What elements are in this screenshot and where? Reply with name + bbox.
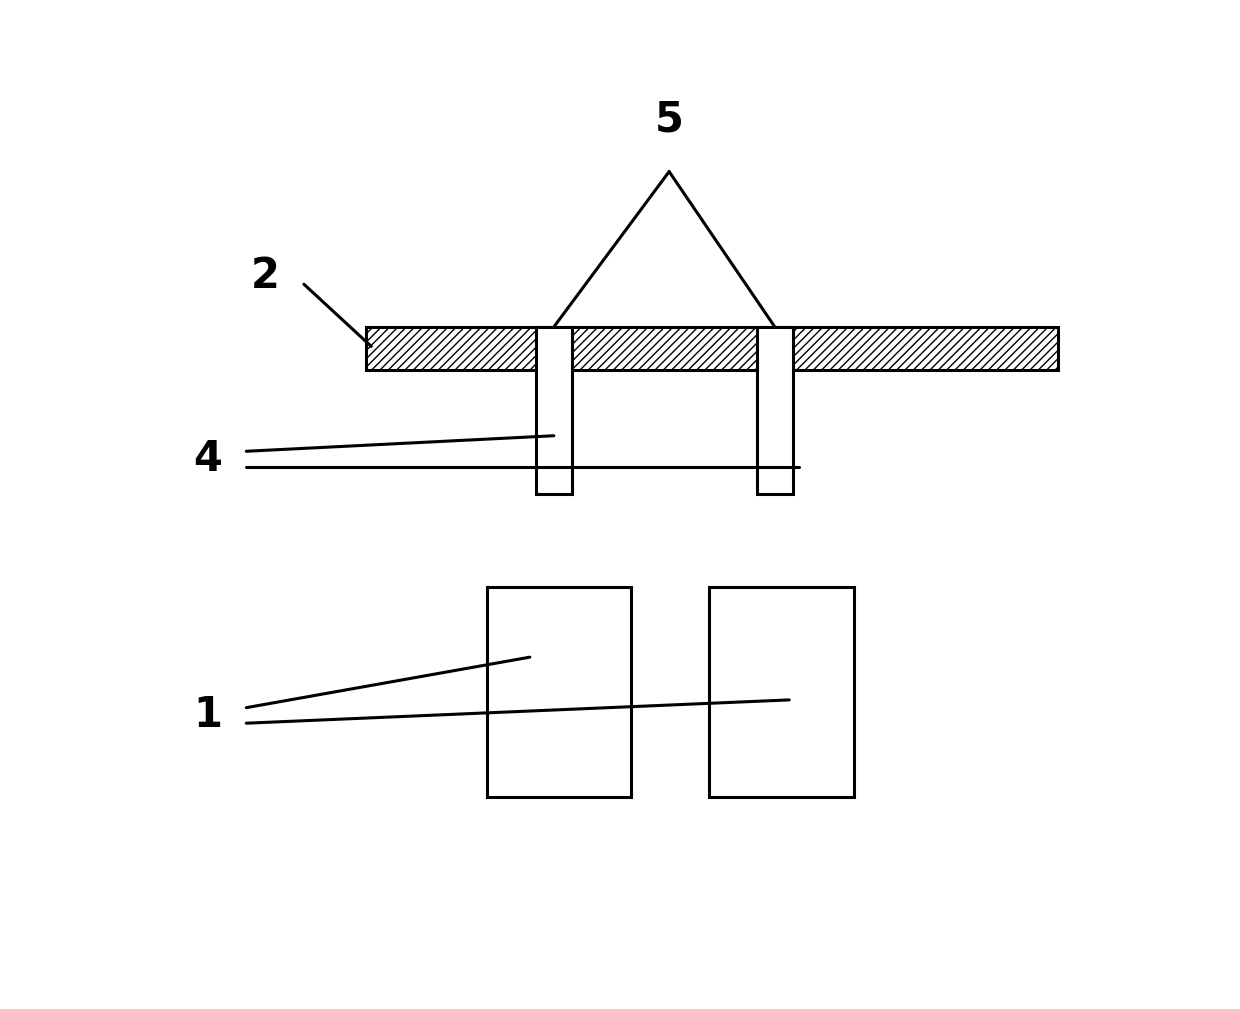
Text: 5: 5 [655, 99, 683, 140]
Text: 2: 2 [250, 255, 280, 298]
Bar [536, 327, 572, 494]
Bar [367, 327, 1058, 369]
Bar [709, 587, 853, 797]
Bar [756, 327, 794, 494]
Bar [486, 587, 631, 797]
Text: 1: 1 [193, 694, 222, 737]
Text: 4: 4 [193, 438, 222, 480]
